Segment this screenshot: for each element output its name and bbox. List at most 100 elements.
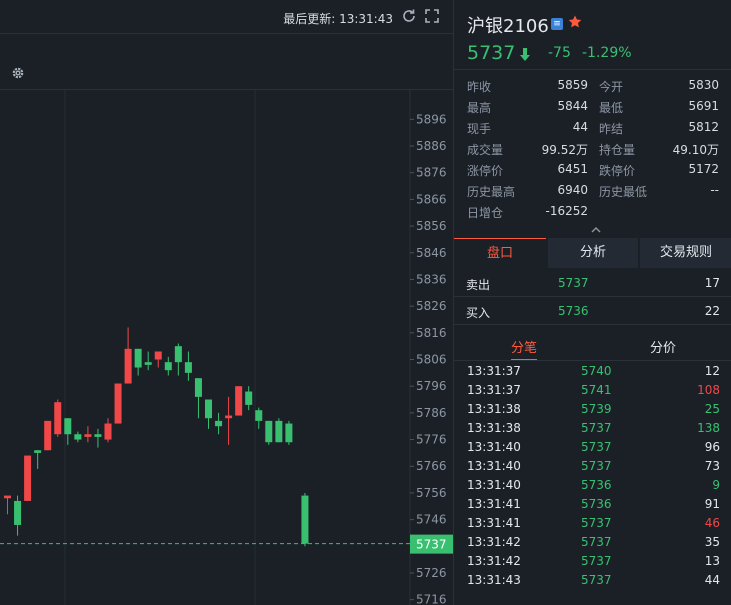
candlestick-chart[interactable]: 5896 5886 5876 5866 5856 5846 5836 5826 5816 5806… [0, 90, 453, 605]
refresh-icon[interactable] [401, 8, 417, 24]
star-icon[interactable] [567, 14, 583, 30]
stat-item: 历史最高 6940 [467, 183, 588, 204]
tab-price-distribution[interactable]: 分价 [650, 341, 677, 356]
candle-body [235, 386, 243, 416]
ask-qty: 17 [704, 276, 720, 290]
tab-analysis[interactable]: 分析 [548, 238, 638, 268]
trade-time: 13:31:43 [467, 573, 521, 587]
stat-label: 持仓量 [599, 143, 636, 157]
trade-price: 5737 [581, 459, 612, 473]
trade-volume: 108 [697, 383, 720, 397]
stat-label: 今开 [599, 80, 624, 94]
y-tick-label: 5836 [416, 272, 447, 286]
stat-label: 成交量 [467, 143, 504, 157]
price-change: -75 [548, 45, 571, 61]
stat-value: 5844 [557, 99, 588, 113]
trade-row: 13:31:41 5737 46 [454, 516, 731, 535]
symbol-name: 沪银2106 [467, 16, 549, 37]
y-tick-label: 5806 [416, 353, 447, 367]
chevron-up-icon[interactable] [591, 226, 601, 234]
y-tick-label: 5746 [416, 513, 447, 527]
y-tick-label: 5786 [416, 406, 447, 420]
trade-time: 13:31:38 [467, 421, 521, 435]
candle-body [205, 399, 212, 419]
candle-body [114, 383, 122, 424]
y-tick-label: 5726 [416, 566, 447, 580]
candle-body [24, 455, 32, 501]
stat-item: 最低 5691 [599, 99, 719, 120]
bid-price: 5736 [558, 304, 589, 318]
orderbook-bid-row: 买入 5736 22 [454, 297, 731, 325]
trade-volume: 46 [704, 516, 720, 530]
trade-row: 13:31:37 5741 108 [454, 383, 731, 402]
stat-label: 日增仓 [467, 206, 504, 220]
trade-price: 5737 [581, 516, 612, 530]
stat-label: 涨停价 [467, 164, 504, 178]
candle-body [225, 415, 233, 419]
trade-price: 5737 [581, 573, 612, 587]
chart-panel[interactable]: 最后更新: 13:31:43 5896 5886 5876 5866 5856 5846 5… [0, 0, 453, 605]
stat-item: 现手 44 [467, 120, 588, 141]
candle-body [44, 420, 52, 451]
trade-price: 5740 [581, 364, 612, 378]
trade-price: 5737 [581, 554, 612, 568]
candle-body [134, 348, 142, 368]
stat-label: 昨结 [599, 122, 624, 136]
exchange-badge: ≡ [551, 18, 563, 30]
tab-trading-rules[interactable]: 交易规则 [640, 238, 731, 268]
candle-body [285, 423, 293, 443]
chart-topbar: 最后更新: 13:31:43 [0, 0, 453, 34]
stat-label: 历史最高 [467, 185, 516, 199]
stat-item: 今开 5830 [599, 78, 719, 99]
last-update-text: 最后更新: 13:31:43 [283, 12, 393, 26]
trade-volume: 12 [704, 364, 720, 378]
candle-body [301, 495, 309, 544]
down-arrow-icon [520, 48, 530, 61]
y-tick-label: 5896 [416, 112, 447, 126]
tab-ticks[interactable]: 分笔 [511, 337, 538, 360]
stat-item: 成交量 99.52万 [467, 141, 588, 162]
stat-value: 5859 [557, 78, 588, 92]
trade-time: 13:31:38 [467, 402, 521, 416]
stat-label: 跌停价 [599, 164, 636, 178]
stat-item: 历史最低 -- [599, 183, 719, 204]
stat-value: 5830 [688, 78, 719, 92]
panel-tabs: 盘口 分析 交易规则 [454, 238, 731, 268]
stat-item: 昨收 5859 [467, 78, 588, 99]
stat-value: -- [710, 183, 719, 197]
trade-row: 13:31:40 5737 73 [454, 459, 731, 478]
quote-header: 沪银2106 ≡ 5737 -75 -1.29% [454, 0, 731, 70]
trade-time: 13:31:41 [467, 516, 521, 530]
trade-volume: 25 [704, 402, 720, 416]
trade-volume: 44 [704, 573, 720, 587]
last-price: 5737 [467, 42, 516, 64]
y-tick-label: 5756 [416, 486, 447, 500]
candle-body [4, 495, 11, 499]
gear-icon[interactable] [10, 65, 26, 81]
candle-body [74, 434, 82, 440]
y-tick-label: 5846 [416, 246, 447, 260]
trade-price: 5739 [581, 402, 612, 416]
stat-item: 最高 5844 [467, 99, 588, 120]
trade-volume: 9 [712, 478, 720, 492]
trade-time: 13:31:40 [467, 459, 521, 473]
trade-volume: 73 [704, 459, 720, 473]
candle-body [255, 410, 263, 421]
fullscreen-icon[interactable] [424, 8, 440, 24]
trade-price: 5737 [581, 421, 612, 435]
y-tick-label: 5796 [416, 379, 447, 393]
candle-body [164, 362, 172, 371]
stat-label: 最低 [599, 101, 624, 115]
stat-value: 6451 [557, 162, 588, 176]
stat-value: 6940 [557, 183, 588, 197]
stat-label: 最高 [467, 101, 492, 115]
stat-item: 昨结 5812 [599, 120, 719, 141]
trade-subtabs: 分笔 分价 [454, 333, 731, 361]
bid-label: 买入 [466, 306, 491, 320]
trade-price: 5736 [581, 497, 612, 511]
trade-time: 13:31:42 [467, 554, 521, 568]
tab-orderbook[interactable]: 盘口 [454, 238, 546, 268]
trade-time: 13:31:37 [467, 383, 521, 397]
stat-value: 49.10万 [672, 143, 719, 157]
stat-value: 5812 [688, 120, 719, 134]
